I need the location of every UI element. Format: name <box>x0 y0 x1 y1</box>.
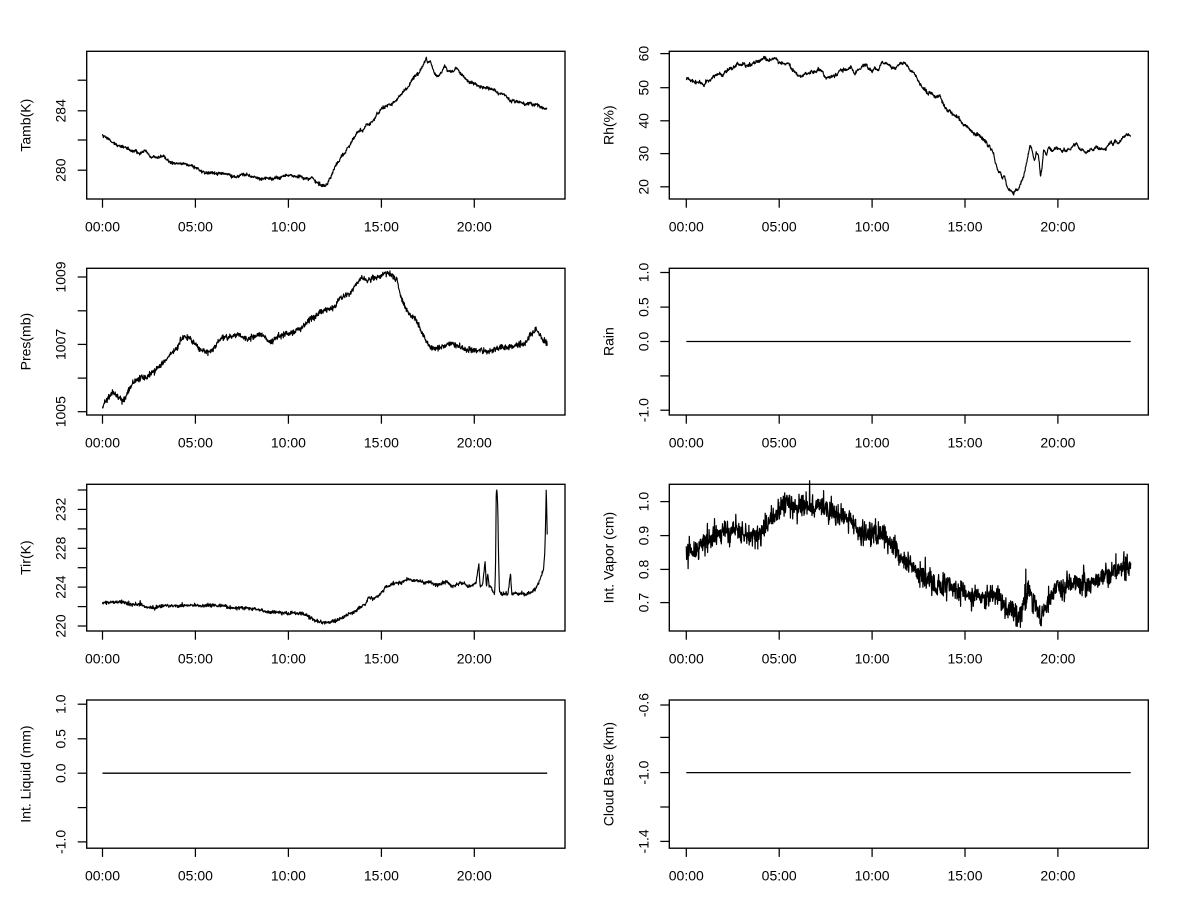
svg-text:15:00: 15:00 <box>364 868 399 884</box>
svg-text:Cloud Base (km): Cloud Base (km) <box>600 722 616 826</box>
svg-text:Rh(%): Rh(%) <box>600 105 616 145</box>
svg-text:1009: 1009 <box>53 261 69 292</box>
svg-text:05:00: 05:00 <box>762 868 797 884</box>
svg-text:15:00: 15:00 <box>947 650 982 666</box>
svg-text:20: 20 <box>635 179 651 195</box>
svg-text:-0.6: -0.6 <box>635 693 651 717</box>
svg-text:0.5: 0.5 <box>635 297 651 317</box>
svg-text:0.0: 0.0 <box>635 332 651 352</box>
svg-text:284: 284 <box>53 99 69 123</box>
svg-text:0.5: 0.5 <box>53 729 69 749</box>
svg-text:20:00: 20:00 <box>1040 868 1075 884</box>
svg-text:15:00: 15:00 <box>364 434 399 450</box>
svg-text:20:00: 20:00 <box>457 868 492 884</box>
svg-text:05:00: 05:00 <box>762 434 797 450</box>
svg-text:1.0: 1.0 <box>53 694 69 714</box>
svg-text:10:00: 10:00 <box>855 218 890 234</box>
svg-text:0.7: 0.7 <box>635 593 651 613</box>
svg-text:05:00: 05:00 <box>178 434 213 450</box>
svg-text:1.0: 1.0 <box>635 263 651 283</box>
svg-text:60: 60 <box>635 46 651 62</box>
svg-text:50: 50 <box>635 80 651 96</box>
svg-text:10:00: 10:00 <box>271 218 306 234</box>
svg-text:0.0: 0.0 <box>53 763 69 783</box>
svg-text:232: 232 <box>53 498 69 522</box>
svg-text:20:00: 20:00 <box>457 434 492 450</box>
svg-text:05:00: 05:00 <box>178 868 213 884</box>
svg-text:220: 220 <box>53 614 69 638</box>
svg-text:1007: 1007 <box>53 329 69 360</box>
svg-text:15:00: 15:00 <box>364 218 399 234</box>
svg-text:10:00: 10:00 <box>271 868 306 884</box>
svg-text:-1.4: -1.4 <box>635 829 651 853</box>
svg-text:10:00: 10:00 <box>855 868 890 884</box>
svg-text:05:00: 05:00 <box>762 650 797 666</box>
svg-text:20:00: 20:00 <box>457 650 492 666</box>
svg-text:00:00: 00:00 <box>85 434 120 450</box>
svg-text:224: 224 <box>53 575 69 599</box>
svg-text:20:00: 20:00 <box>1040 434 1075 450</box>
svg-text:15:00: 15:00 <box>947 868 982 884</box>
svg-text:-1.0: -1.0 <box>635 760 651 784</box>
svg-text:00:00: 00:00 <box>669 434 704 450</box>
svg-text:Rain: Rain <box>600 327 616 356</box>
svg-text:Int. Liquid (mm): Int. Liquid (mm) <box>18 725 34 822</box>
svg-text:Int. Vapor (cm): Int. Vapor (cm) <box>600 512 616 604</box>
svg-text:05:00: 05:00 <box>762 218 797 234</box>
svg-text:40: 40 <box>635 113 651 129</box>
svg-text:00:00: 00:00 <box>85 868 120 884</box>
svg-text:10:00: 10:00 <box>271 434 306 450</box>
svg-text:15:00: 15:00 <box>947 434 982 450</box>
svg-text:20:00: 20:00 <box>1040 218 1075 234</box>
svg-text:0.9: 0.9 <box>635 526 651 546</box>
svg-text:0.8: 0.8 <box>635 559 651 579</box>
svg-text:280: 280 <box>53 158 69 182</box>
svg-text:-1.0: -1.0 <box>53 830 69 854</box>
svg-text:20:00: 20:00 <box>1040 650 1075 666</box>
svg-text:1005: 1005 <box>53 396 69 427</box>
svg-text:-1.0: -1.0 <box>635 398 651 422</box>
svg-text:15:00: 15:00 <box>364 650 399 666</box>
svg-text:05:00: 05:00 <box>178 218 213 234</box>
svg-text:00:00: 00:00 <box>669 868 704 884</box>
svg-text:Pres(mb): Pres(mb) <box>18 313 34 371</box>
svg-text:20:00: 20:00 <box>457 218 492 234</box>
svg-text:05:00: 05:00 <box>178 650 213 666</box>
svg-text:10:00: 10:00 <box>855 650 890 666</box>
svg-text:00:00: 00:00 <box>669 650 704 666</box>
svg-text:Tamb(K): Tamb(K) <box>18 99 34 152</box>
svg-text:00:00: 00:00 <box>669 218 704 234</box>
svg-text:1.0: 1.0 <box>635 492 651 512</box>
svg-text:228: 228 <box>53 536 69 560</box>
svg-text:Tir(K): Tir(K) <box>18 540 34 574</box>
svg-text:00:00: 00:00 <box>85 650 120 666</box>
svg-text:00:00: 00:00 <box>85 218 120 234</box>
svg-text:30: 30 <box>635 146 651 162</box>
svg-text:15:00: 15:00 <box>947 218 982 234</box>
svg-text:10:00: 10:00 <box>855 434 890 450</box>
svg-text:10:00: 10:00 <box>271 650 306 666</box>
